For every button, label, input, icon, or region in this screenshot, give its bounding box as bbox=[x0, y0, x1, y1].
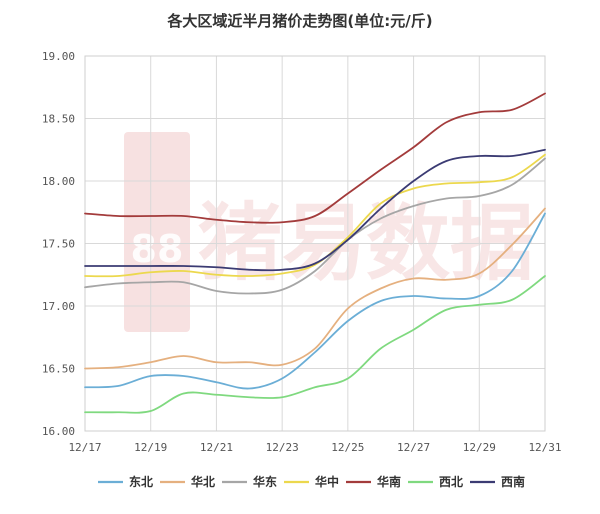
legend-label: 华南 bbox=[377, 474, 401, 489]
y-tick-label: 16.50 bbox=[42, 363, 75, 376]
chart-title: 各大区域近半月猪价走势图(单位:元/斤) bbox=[166, 12, 432, 30]
y-tick-label: 18.50 bbox=[42, 113, 75, 126]
x-tick-label: 12/31 bbox=[528, 441, 561, 454]
legend-label: 西南 bbox=[501, 474, 525, 489]
legend-label: 华北 bbox=[191, 474, 215, 489]
x-tick-label: 12/21 bbox=[200, 441, 233, 454]
x-tick-label: 12/25 bbox=[331, 441, 364, 454]
series-line-2 bbox=[84, 207, 546, 370]
y-tick-label: 18.00 bbox=[42, 175, 75, 188]
x-tick-label: 12/29 bbox=[463, 441, 496, 454]
x-tick-label: 12/19 bbox=[134, 441, 167, 454]
x-tick-label: 12/27 bbox=[397, 441, 430, 454]
legend-label: 华中 bbox=[315, 474, 339, 489]
x-tick-label: 12/17 bbox=[68, 441, 101, 454]
series-line-4 bbox=[84, 153, 546, 278]
series-lines bbox=[84, 92, 546, 414]
y-tick-label: 17.00 bbox=[42, 300, 75, 313]
series-line-7 bbox=[84, 148, 546, 272]
legend-label: 东北 bbox=[129, 474, 153, 489]
legend-label: 华东 bbox=[253, 474, 277, 489]
y-tick-label: 16.00 bbox=[42, 425, 75, 438]
series-line-5 bbox=[84, 92, 546, 224]
y-tick-label: 17.50 bbox=[42, 238, 75, 251]
series-line-1 bbox=[84, 212, 546, 390]
watermark-logo-text: 88 bbox=[131, 227, 184, 271]
legend: 东北 华北 华东 华中 华南 西北 西南 bbox=[98, 474, 525, 489]
legend-label: 西北 bbox=[439, 474, 463, 489]
watermark-text: 猪易数据 bbox=[198, 193, 534, 292]
x-tick-label: 12/23 bbox=[266, 441, 299, 454]
series-line-3 bbox=[84, 157, 546, 295]
plot-border bbox=[84, 55, 546, 432]
axes: 16.00 16.50 17.00 17.50 18.00 18.50 19.00 12/17… bbox=[42, 50, 562, 454]
series-line-6 bbox=[84, 275, 546, 414]
y-tick-label: 19.00 bbox=[42, 50, 75, 63]
